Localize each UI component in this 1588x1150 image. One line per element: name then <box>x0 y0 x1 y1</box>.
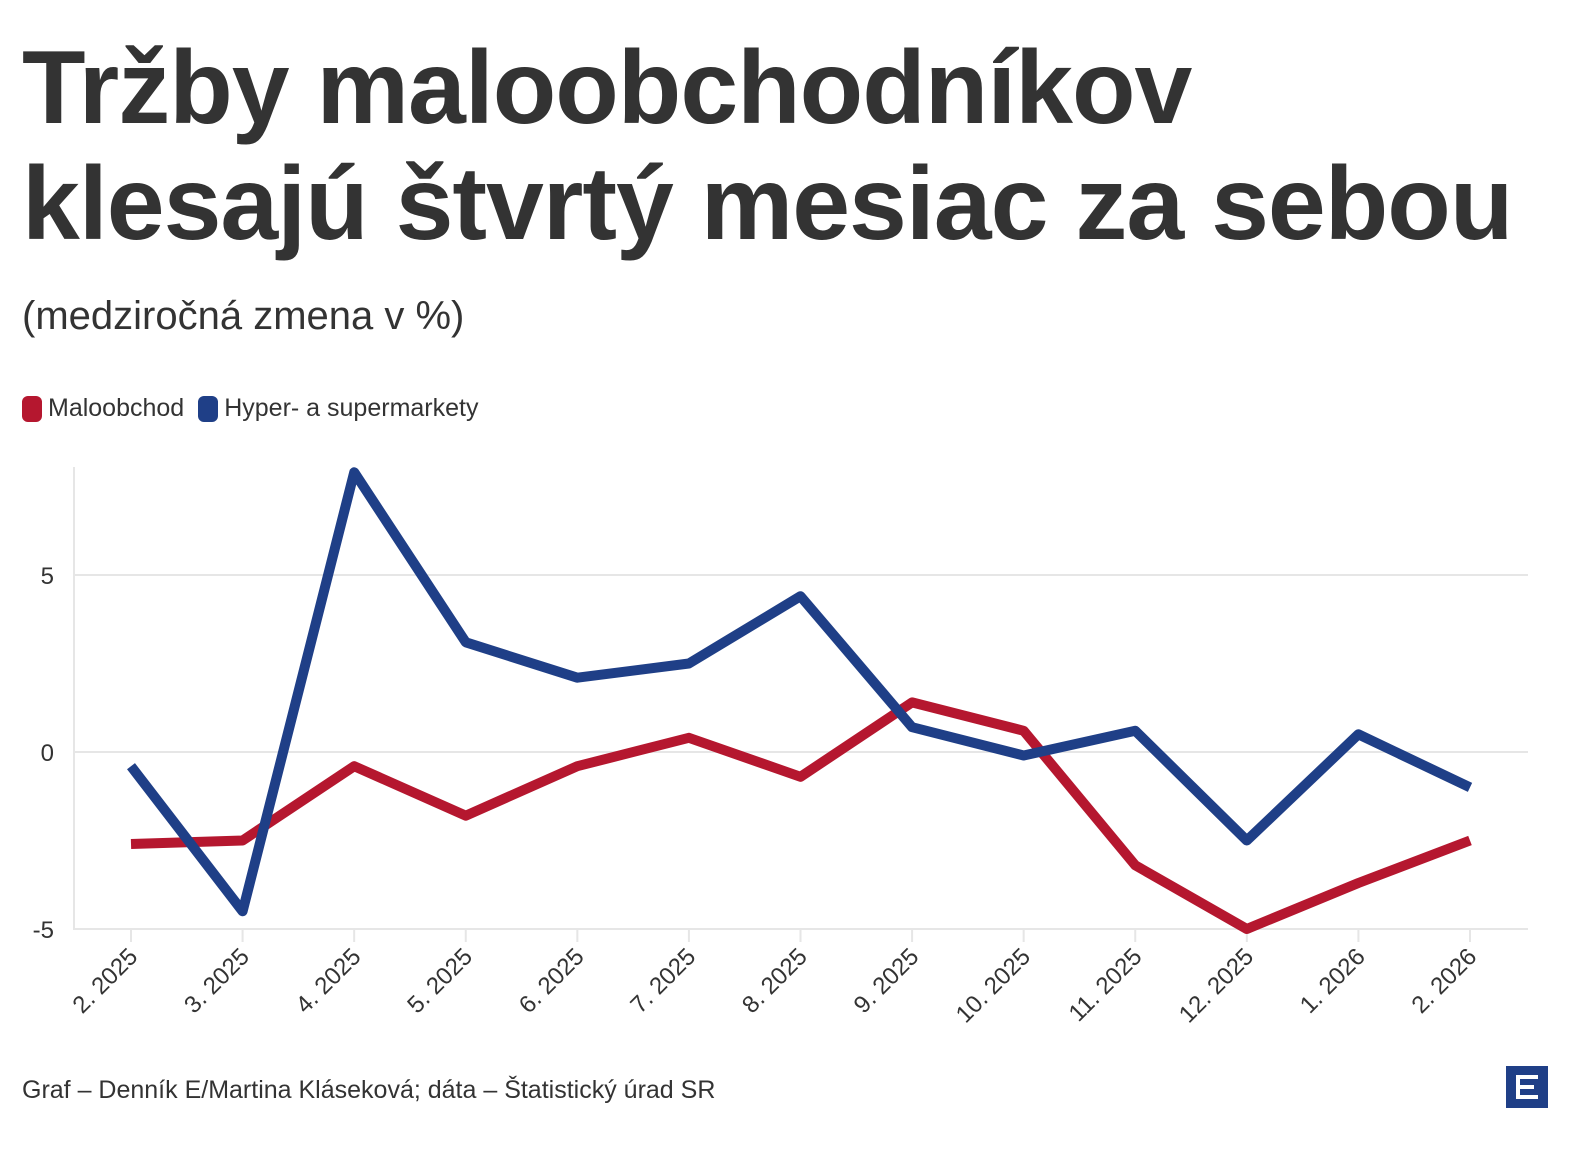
y-tick-label: 5 <box>41 563 54 590</box>
x-tick-label: 4. 2025 <box>291 943 367 1019</box>
x-tick-label: 3. 2025 <box>179 943 255 1019</box>
y-tick-label: -5 <box>33 917 54 944</box>
x-tick-label: 6. 2025 <box>514 943 590 1019</box>
x-tick-label: 10. 2025 <box>951 943 1036 1028</box>
x-tick-label: 7. 2025 <box>625 943 701 1019</box>
chart-subtitle: (medziročná zmena v %) <box>22 294 465 338</box>
legend-swatch-hyper <box>198 395 219 422</box>
legend-item-maloobchod[interactable]: Maloobchod <box>22 394 184 423</box>
x-tick-label: 2. 2025 <box>68 943 144 1019</box>
x-tick-label: 2. 2026 <box>1407 943 1483 1019</box>
legend-label-hyper: Hyper- a supermarkety <box>224 394 479 422</box>
legend-item-hyper[interactable]: Hyper- a supermarkety <box>198 394 478 423</box>
x-tick-label: 5. 2025 <box>402 943 478 1019</box>
line-chart: -5 0 5 2. 2025 3. 2025 4. 2025 5. 2025 6. 2025 7… <box>33 467 1528 1028</box>
denik-e-logo-icon <box>1506 1066 1548 1108</box>
series-line-hyper <box>127 467 1473 917</box>
x-tick-label: 9. 2025 <box>849 943 925 1019</box>
legend: Maloobchod Hyper- a supermarkety <box>22 394 492 423</box>
x-tick-label: 1. 2026 <box>1295 943 1371 1019</box>
legend-label-maloobchod: Maloobchod <box>48 394 185 422</box>
chart-title: Tržby maloobchodníkov klesajú štvrtý mes… <box>22 30 1513 262</box>
series-line-maloobchod <box>130 697 1472 934</box>
x-tick-label: 8. 2025 <box>737 943 813 1019</box>
legend-swatch-maloobchod <box>22 395 42 422</box>
y-tick-label: 0 <box>41 740 54 767</box>
x-tick-label: 12. 2025 <box>1174 943 1259 1028</box>
source-credit: Graf – Denník E/Martina Kláseková; dáta … <box>22 1076 716 1104</box>
x-tick-label: 11. 2025 <box>1064 943 1148 1027</box>
